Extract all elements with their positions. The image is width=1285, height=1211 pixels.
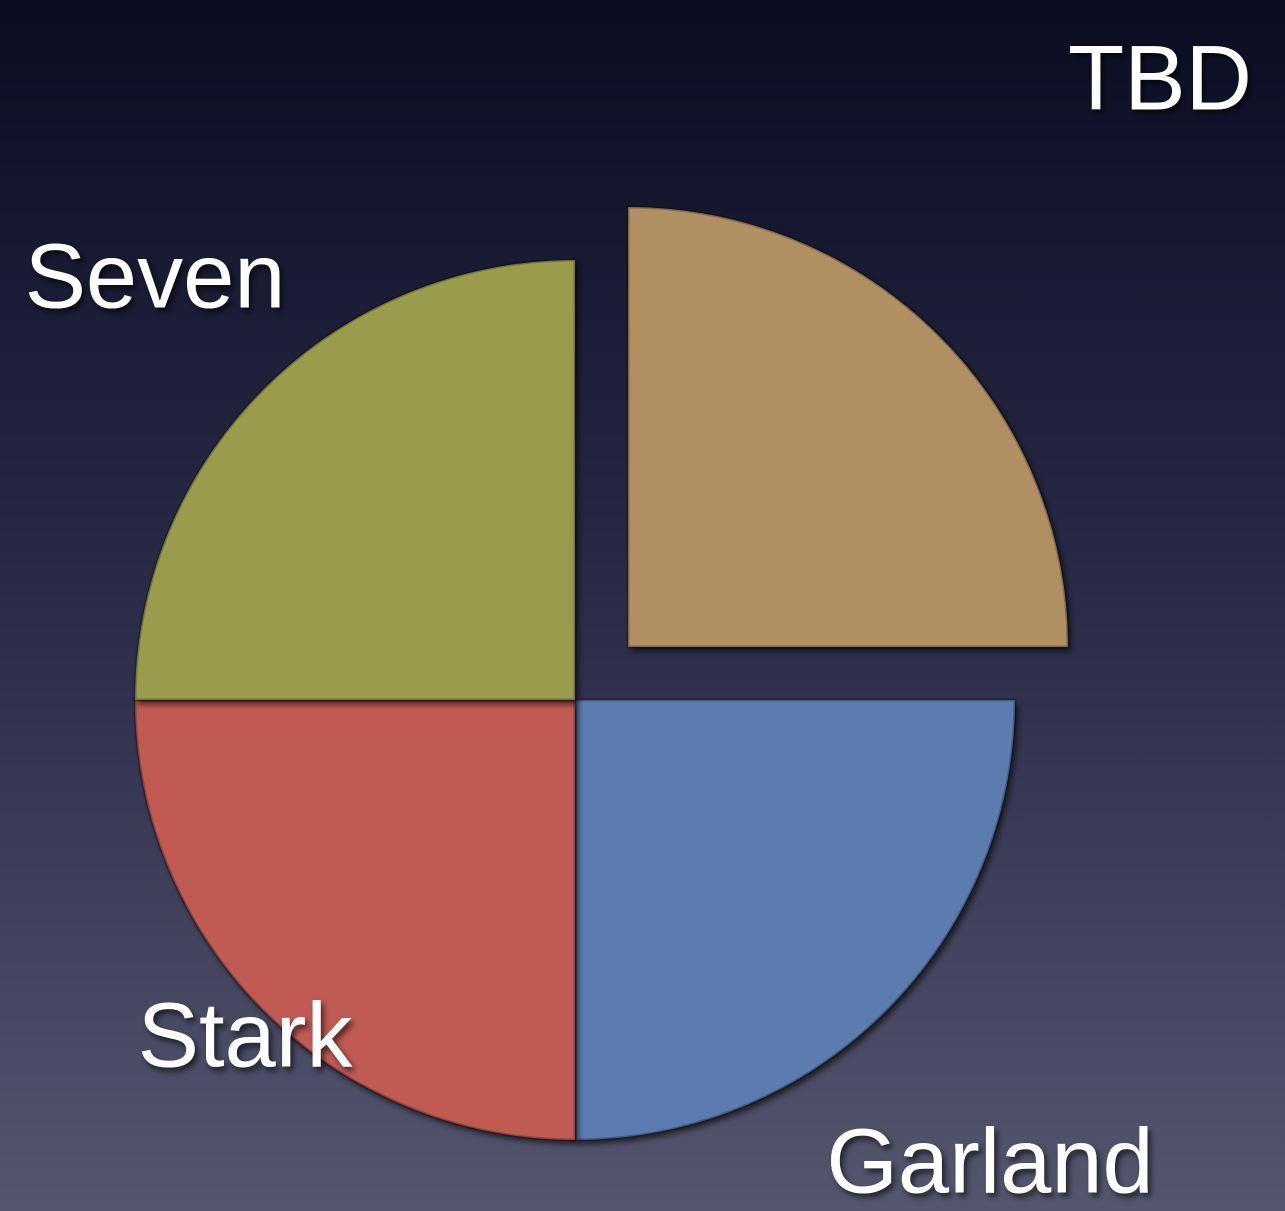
pie-slice — [133, 258, 577, 702]
pie-slice — [626, 205, 1070, 649]
pie-slice — [573, 698, 1017, 1142]
pie-slice — [133, 698, 577, 1142]
labels: TBD Garland Stark Seven — [25, 27, 1252, 1211]
slice-label: Garland — [826, 1110, 1153, 1211]
pie — [133, 205, 1070, 1142]
slice-label: Seven — [25, 225, 286, 327]
slice-label: TBD — [1068, 27, 1252, 129]
slice-label: Stark — [138, 984, 354, 1086]
